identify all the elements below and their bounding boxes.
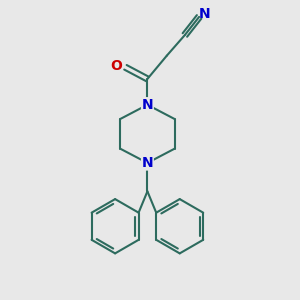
Text: O: O	[110, 59, 122, 73]
Text: N: N	[142, 98, 153, 112]
Text: N: N	[199, 7, 210, 21]
Text: N: N	[142, 156, 153, 170]
